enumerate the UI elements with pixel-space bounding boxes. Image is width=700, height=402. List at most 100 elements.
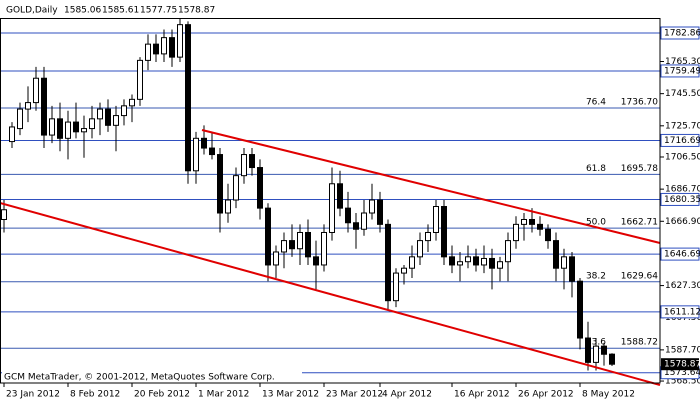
- x-tick-label: 13 Mar 2012: [262, 390, 319, 400]
- candle-body: [593, 345, 599, 363]
- channel-upper: [201, 129, 661, 244]
- candle-body: [385, 223, 391, 302]
- fib-ratio: 23.6: [586, 338, 606, 348]
- candle-body: [377, 199, 383, 225]
- candle-body: [497, 261, 503, 269]
- ohlc-open: 1585.06: [64, 6, 101, 16]
- level-box: [660, 133, 700, 147]
- candle-body: [137, 59, 143, 100]
- candle-body: [393, 272, 399, 302]
- x-tick-label: 16 Apr 2012: [454, 390, 510, 400]
- x-tick-label: 4 Apr 2012: [382, 390, 432, 400]
- candle-body: [449, 256, 455, 266]
- fib-ratio: 38.2: [586, 271, 606, 281]
- candle-body: [569, 256, 575, 282]
- plot-area: [0, 18, 660, 374]
- candle-body: [81, 128, 87, 133]
- candle-body: [329, 183, 335, 233]
- ohlc-low: 1577.75: [140, 6, 177, 16]
- candle-body: [9, 126, 15, 143]
- candle-body: [105, 108, 111, 126]
- candle-body: [241, 154, 247, 177]
- candle-body: [553, 240, 559, 269]
- ohlc-close: 1578.87: [178, 6, 215, 16]
- candle-body: [521, 218, 527, 225]
- candle-body: [417, 240, 423, 258]
- candle-body: [409, 256, 415, 269]
- candle-body: [25, 102, 31, 110]
- y-tick-label: 1568.50: [665, 377, 700, 387]
- channel-lower: [0, 202, 661, 386]
- level-label: 1646.69: [664, 250, 700, 260]
- footer: GCM MetaTrader, © 2001-2012, MetaQuotes …: [4, 373, 275, 383]
- level-label: 1716.69: [664, 136, 700, 146]
- candle-body: [441, 206, 447, 258]
- candle-body: [97, 108, 103, 120]
- level-box: [660, 26, 700, 40]
- candle-body: [281, 240, 287, 253]
- candle-body: [401, 267, 407, 274]
- level-box: [660, 192, 700, 206]
- fib-price: 1695.78: [621, 164, 658, 174]
- candle-body: [65, 121, 71, 139]
- candle-body: [113, 115, 119, 126]
- candle-body: [129, 98, 135, 107]
- y-tick-label: 1627.30: [665, 281, 700, 291]
- candle-body: [609, 353, 615, 365]
- candle-body: [369, 199, 375, 214]
- level-box: [660, 247, 700, 261]
- level-label: 1611.12: [664, 307, 700, 317]
- x-tick-label: 1 Mar 2012: [198, 390, 249, 400]
- candle-body: [185, 24, 191, 172]
- chart-title: GOLD,Daily: [6, 6, 58, 16]
- candle-body: [209, 147, 215, 156]
- candle-body: [265, 207, 271, 266]
- candle-body: [289, 240, 295, 250]
- candle-body: [433, 206, 439, 233]
- x-tick-label: 8 May 2012: [582, 390, 635, 400]
- fib-ratio: 50.0: [586, 218, 606, 228]
- candle-body: [353, 222, 359, 230]
- candle-body: [121, 105, 127, 117]
- candle-body: [33, 77, 39, 104]
- candle-body: [545, 228, 551, 242]
- candle-body: [537, 223, 543, 230]
- candle-body: [57, 118, 63, 139]
- candle-body: [161, 37, 167, 55]
- x-tick-label: 23 Jan 2012: [6, 390, 60, 400]
- y-tick-label: 1587.70: [665, 345, 700, 355]
- candle-body: [169, 37, 175, 58]
- candle-body: [337, 183, 343, 209]
- fib-price: 1662.71: [621, 218, 658, 228]
- candle-body: [465, 256, 471, 263]
- candle-body: [585, 337, 591, 363]
- fib-price: 1736.70: [621, 97, 658, 107]
- x-tick-label: 26 Apr 2012: [518, 390, 574, 400]
- candle-body: [1, 209, 7, 220]
- y-tick-label: 1725.70: [665, 121, 700, 131]
- level-box: [660, 305, 700, 319]
- candle-body: [345, 207, 351, 224]
- plot-border: [0, 18, 661, 384]
- candle-body: [201, 137, 207, 149]
- y-tick-label: 1686.70: [665, 185, 700, 195]
- candle-body: [457, 261, 463, 266]
- y-tick-label: 1706.50: [665, 152, 700, 162]
- candle-body: [313, 256, 319, 266]
- candle-body: [561, 256, 567, 269]
- candle-body: [529, 218, 535, 225]
- candle-body: [233, 175, 239, 201]
- candle-body: [601, 345, 607, 355]
- x-tick-label: 20 Feb 2012: [134, 390, 190, 400]
- candle-body: [225, 199, 231, 214]
- candle-body: [145, 43, 151, 61]
- x-tick-label: 23 Mar 2012: [326, 390, 383, 400]
- candle-body: [425, 231, 431, 242]
- y-tick-label: 1666.90: [665, 217, 700, 227]
- candle-body: [321, 231, 327, 266]
- y-tick-label: 1745.50: [665, 89, 700, 99]
- candle-body: [473, 256, 479, 266]
- candle-body: [297, 231, 303, 250]
